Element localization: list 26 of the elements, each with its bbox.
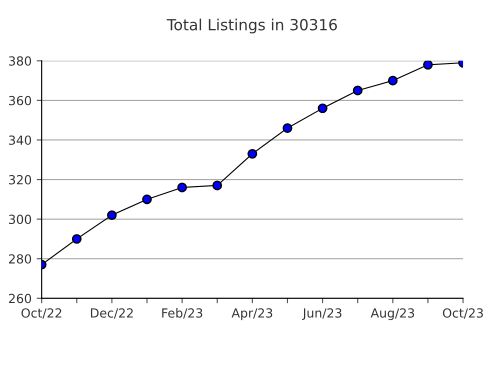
point bbox=[177, 182, 187, 192]
y-tick-label: 380 bbox=[9, 56, 32, 66]
point bbox=[423, 60, 433, 70]
point bbox=[352, 86, 363, 96]
x-tick-label: Dec/22 bbox=[90, 308, 133, 319]
y-tick-label: 260 bbox=[8, 294, 32, 304]
point bbox=[72, 234, 82, 244]
point bbox=[142, 194, 152, 204]
x-tick-label: Oct/22 bbox=[21, 308, 62, 319]
x-tick-label: Oct/23 bbox=[442, 308, 483, 319]
x-tick-label: Apr/23 bbox=[232, 308, 272, 320]
y-tick-label: 360 bbox=[9, 96, 32, 106]
y-tick-label: 300 bbox=[9, 214, 32, 224]
point bbox=[388, 76, 398, 86]
point bbox=[318, 103, 328, 114]
y-tick-label: 320 bbox=[9, 175, 32, 184]
y-tick-label: 280 bbox=[8, 254, 32, 264]
x-tick-label: Jun/23 bbox=[302, 308, 342, 320]
point bbox=[107, 210, 117, 220]
point bbox=[282, 123, 292, 133]
y-tick-label: 340 bbox=[9, 135, 32, 145]
x-tick-label: Aug/23 bbox=[370, 308, 414, 320]
point bbox=[247, 148, 258, 159]
point bbox=[212, 180, 222, 190]
x-tick-label: Feb/23 bbox=[162, 308, 202, 319]
chart-title: Total Listings in 30316 bbox=[166, 18, 337, 34]
